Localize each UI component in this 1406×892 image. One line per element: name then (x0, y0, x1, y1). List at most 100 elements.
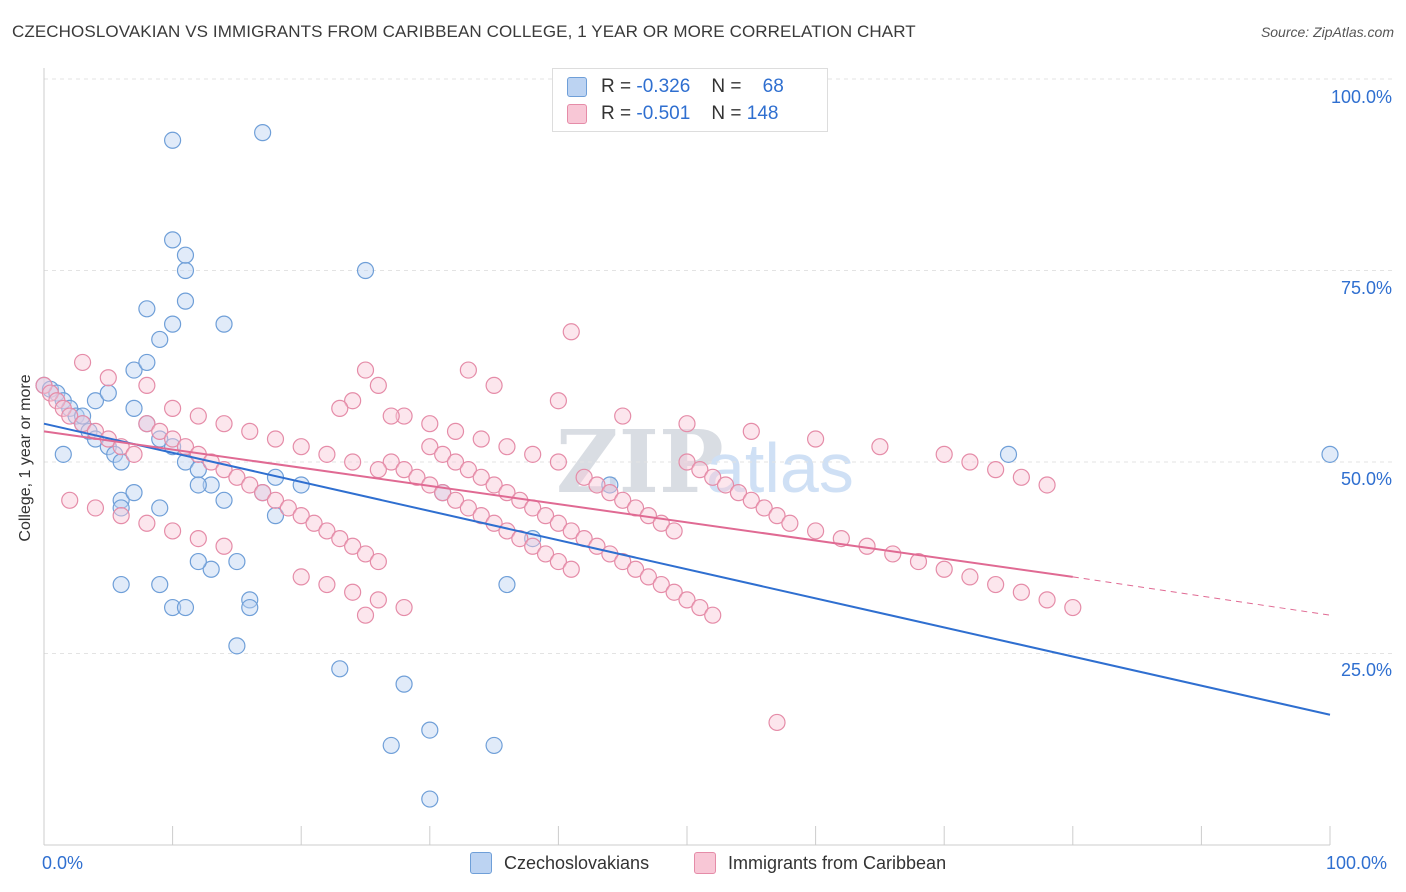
chart-title: CZECHOSLOVAKIAN VS IMMIGRANTS FROM CARIB… (12, 22, 916, 41)
point-czechoslovakians (176, 261, 195, 280)
point-caribbean (678, 591, 696, 609)
point-caribbean (73, 353, 92, 372)
point-caribbean (215, 415, 233, 433)
point-caribbean (665, 522, 683, 540)
legend-n-value: 68 (762, 76, 784, 97)
point-caribbean (138, 415, 156, 433)
bottom-legend-swatch-pink (694, 852, 716, 874)
point-caribbean (987, 575, 1005, 594)
point-caribbean (138, 376, 156, 394)
point-caribbean (601, 484, 619, 502)
point-caribbean (395, 598, 413, 617)
legend-swatch-blue (567, 77, 587, 97)
point-caribbean (678, 453, 696, 471)
point-caribbean (575, 468, 593, 486)
point-caribbean (446, 453, 465, 471)
point-czechoslovakians (1321, 445, 1339, 463)
point-caribbean (704, 468, 722, 486)
bottom-legend-label: Immigrants from Caribbean (728, 852, 947, 873)
point-caribbean (318, 575, 336, 594)
point-caribbean (536, 507, 555, 525)
point-caribbean (729, 484, 748, 502)
point-czechoslovakians (215, 491, 233, 509)
point-caribbean (434, 445, 452, 463)
point-caribbean (806, 430, 825, 448)
point-caribbean (961, 568, 979, 586)
point-czechoslovakians (164, 131, 182, 149)
point-caribbean (626, 560, 645, 578)
point-caribbean (61, 407, 79, 425)
point-caribbean (691, 461, 709, 479)
point-czechoslovakians (164, 231, 182, 249)
point-caribbean (614, 407, 632, 425)
point-caribbean (421, 438, 439, 456)
point-caribbean (344, 453, 362, 471)
point-caribbean (331, 399, 349, 417)
point-caribbean (1012, 468, 1030, 486)
point-czechoslovakians (254, 124, 272, 142)
point-caribbean (742, 422, 760, 440)
point-czechoslovakians (202, 476, 220, 494)
point-caribbean (524, 445, 542, 463)
y-tick-label-75: 75.0% (1340, 278, 1392, 298)
point-caribbean (369, 591, 387, 609)
point-caribbean (935, 560, 953, 578)
point-caribbean (228, 468, 246, 486)
y-tick-label-100: 100.0% (1330, 87, 1392, 107)
point-caribbean (1038, 591, 1056, 609)
point-caribbean (806, 522, 825, 540)
point-caribbean (961, 453, 979, 471)
point-caribbean (549, 392, 568, 410)
point-czechoslovakians (151, 575, 169, 594)
point-caribbean (781, 514, 799, 532)
point-caribbean (344, 583, 362, 601)
point-caribbean (266, 491, 285, 509)
point-caribbean (562, 522, 580, 540)
point-czechoslovakians (498, 575, 516, 594)
point-caribbean (215, 537, 233, 555)
point-czechoslovakians (151, 330, 169, 349)
point-czechoslovakians (99, 384, 117, 402)
point-caribbean (549, 552, 568, 571)
legend-r-label: R = (601, 76, 632, 97)
point-caribbean (485, 476, 503, 494)
point-caribbean (768, 713, 786, 732)
point-caribbean (459, 461, 477, 479)
point-caribbean (871, 438, 889, 456)
point-caribbean (344, 537, 362, 555)
point-caribbean (356, 606, 375, 624)
point-caribbean (279, 499, 297, 517)
point-czechoslovakians (331, 660, 349, 678)
point-czechoslovakians (138, 300, 156, 318)
point-caribbean (318, 445, 336, 463)
point-caribbean (485, 376, 503, 394)
point-caribbean (614, 552, 632, 571)
point-caribbean (292, 507, 310, 525)
point-caribbean (935, 445, 953, 463)
point-caribbean (151, 422, 169, 440)
point-caribbean (472, 430, 490, 448)
point-czechoslovakians (382, 736, 400, 755)
point-caribbean (382, 453, 400, 471)
point-caribbean (909, 552, 928, 571)
point-caribbean (138, 514, 156, 532)
legend-swatch-pink (567, 104, 587, 124)
point-czechoslovakians (266, 507, 285, 525)
legend-row-czechoslovakians: R = -0.326 N = 68 (567, 75, 784, 99)
point-caribbean (524, 537, 542, 555)
point-caribbean (266, 430, 285, 448)
point-caribbean (331, 529, 349, 548)
point-czechoslovakians (228, 637, 246, 655)
point-czechoslovakians (395, 675, 413, 693)
point-czechoslovakians (228, 552, 246, 571)
x-tick-label-max: 100.0% (1326, 853, 1388, 873)
legend-r-label: R = (601, 103, 632, 124)
point-caribbean (1012, 583, 1030, 601)
point-caribbean (704, 606, 722, 624)
point-czechoslovakians (176, 598, 195, 617)
point-czechoslovakians (151, 499, 169, 517)
point-caribbean (382, 407, 400, 425)
bottom-legend-czechoslovakians: Czechoslovakians (470, 852, 649, 874)
point-caribbean (459, 361, 477, 379)
